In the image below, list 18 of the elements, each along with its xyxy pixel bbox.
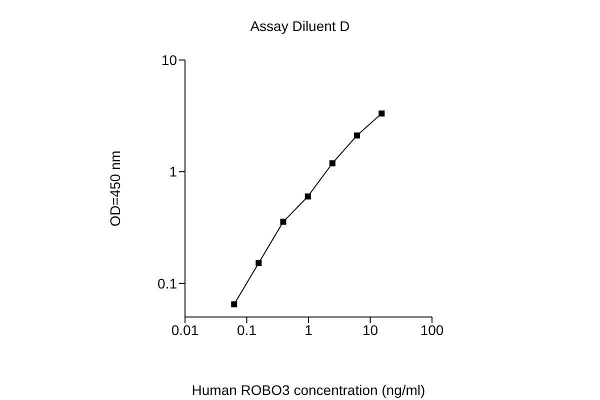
x-tick-label: 1 <box>304 322 313 338</box>
point <box>378 110 385 116</box>
y-tick-label: 1 <box>169 164 178 180</box>
x-tick-label: 100 <box>420 322 444 338</box>
x-axis-title: Human ROBO3 concentration (ng/ml) <box>192 382 426 398</box>
point <box>280 218 286 225</box>
x-tick-label: 0.01 <box>171 322 199 338</box>
y-tick-label: 0.1 <box>158 275 178 292</box>
y-tick-label: 10 <box>161 52 178 68</box>
point <box>354 132 360 138</box>
point <box>304 193 311 200</box>
x-tick-label: 10 <box>362 322 378 338</box>
y-axis-title: OD=450 nm <box>106 150 123 226</box>
point <box>256 260 262 266</box>
x-tick-label: 0.1 <box>237 322 257 338</box>
point <box>231 301 238 308</box>
chart-title: Assay Diluent D <box>249 18 351 34</box>
point <box>329 160 336 166</box>
